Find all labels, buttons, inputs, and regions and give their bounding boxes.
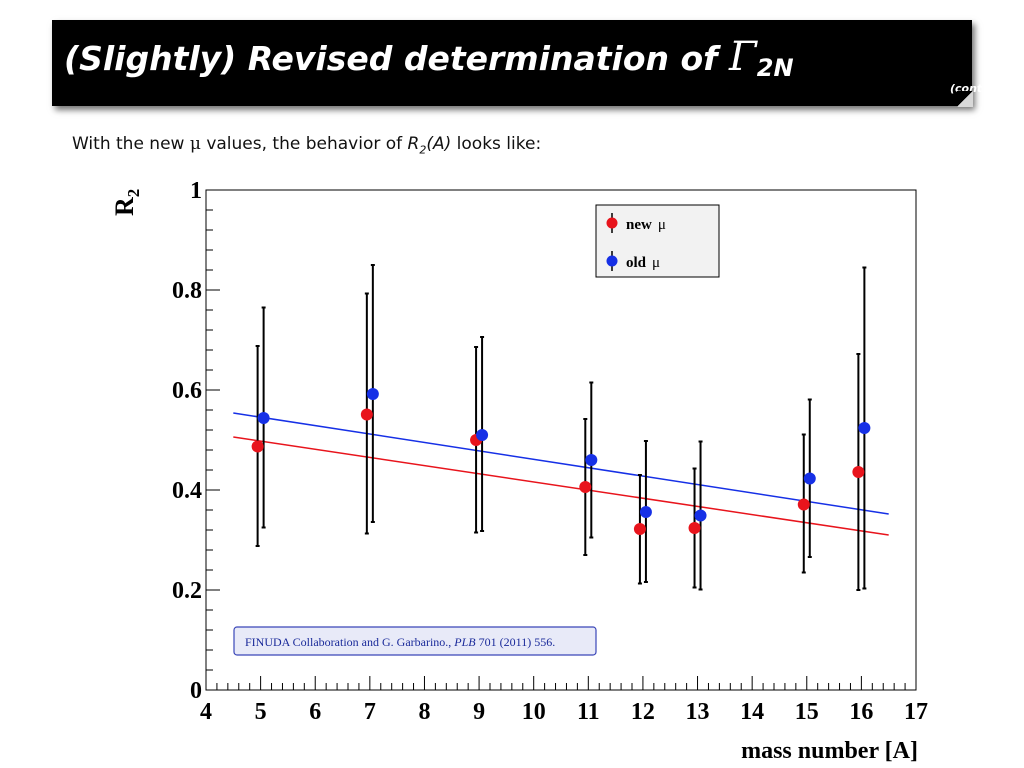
legend-new-label: new μ xyxy=(626,217,666,233)
legend: new μ old μ xyxy=(595,204,720,278)
citation-box: FINUDA Collaboration and G. Garbarino., … xyxy=(233,626,597,656)
fit-line-old xyxy=(233,412,889,515)
gamma-symbol: Γ xyxy=(729,34,757,80)
data-point-old xyxy=(694,509,707,522)
data-point-new xyxy=(852,466,865,478)
x-tick-label: 15 xyxy=(795,699,819,725)
r-subscript: 2 xyxy=(419,143,427,157)
y-tick-label: 0.8 xyxy=(172,278,202,304)
x-tick-label: 12 xyxy=(631,699,655,725)
y-tick-label: 0.4 xyxy=(172,478,202,504)
x-axis-title: mass number [A] xyxy=(741,738,918,764)
legend-box xyxy=(595,204,720,278)
x-tick-label: 7 xyxy=(364,699,376,725)
data-point-new xyxy=(797,498,810,511)
x-tick-label: 8 xyxy=(418,699,430,725)
data-point-old xyxy=(858,422,871,434)
x-tick-label: 16 xyxy=(849,699,873,725)
citation-frame xyxy=(233,626,597,656)
mu-symbol: μ xyxy=(189,134,201,154)
subtitle-part3: looks like: xyxy=(451,134,542,154)
data-point-old xyxy=(585,454,598,466)
legend-old-label: old μ xyxy=(626,255,660,271)
data-point-old xyxy=(803,472,816,485)
x-tick-label: 17 xyxy=(904,699,928,725)
fit-lines xyxy=(233,412,889,536)
x-tick-label: 13 xyxy=(686,699,710,725)
legend-old-marker xyxy=(606,255,618,267)
data-point-old xyxy=(366,388,379,400)
fit-line-new xyxy=(233,436,889,536)
y-tick-label: 0.6 xyxy=(172,378,202,404)
citation-text: FINUDA Collaboration and G. Garbarino., … xyxy=(245,635,555,649)
r-symbol: R xyxy=(407,134,420,154)
data-point-new xyxy=(633,523,646,535)
title-prefix: (Slightly) Revised determination of xyxy=(64,39,730,78)
plot-frame xyxy=(205,189,917,691)
r-argument: (A) xyxy=(426,134,452,154)
y-tick-label: 0 xyxy=(190,678,202,704)
x-tick-label: 11 xyxy=(577,699,600,725)
legend-new-marker xyxy=(606,217,618,229)
data-point-new xyxy=(251,440,264,453)
data-point-old xyxy=(476,429,489,441)
x-tick-label: 9 xyxy=(473,699,485,725)
y-axis-title-sub: 2 xyxy=(124,189,143,198)
x-tick-label: 5 xyxy=(255,699,267,725)
data-point-old xyxy=(257,412,270,424)
axis-ticks: 4 5 6 7 8 9 10 11 12 13 14 15 16 17 0 0.2 0.4 0.6 0.8 1 xyxy=(172,178,928,725)
y-tick-label: 0.2 xyxy=(172,578,202,604)
subtitle-part2: values, the behavior of xyxy=(200,134,408,154)
data-point-old xyxy=(639,506,652,518)
data-point-new xyxy=(688,522,701,534)
data-point-new xyxy=(360,408,373,421)
title-bar: (Slightly) Revised determination of Γ2N … xyxy=(52,20,999,107)
x-tick-label: 6 xyxy=(309,699,321,725)
subtitle: With the new μ values, the behavior of R… xyxy=(72,134,541,156)
data-points xyxy=(251,388,871,535)
y-axis-title: R2 xyxy=(110,189,143,216)
x-tick-label: 14 xyxy=(740,699,764,725)
gamma-subscript: 2N xyxy=(756,54,794,82)
x-tick-label: 4 xyxy=(200,699,212,725)
slide-title: (Slightly) Revised determination of Γ2N xyxy=(64,34,794,82)
data-point-new xyxy=(579,481,592,493)
x-tick-label: 10 xyxy=(522,699,546,725)
y-tick-label: 1 xyxy=(190,178,202,204)
subtitle-part1: With the new xyxy=(72,134,190,154)
